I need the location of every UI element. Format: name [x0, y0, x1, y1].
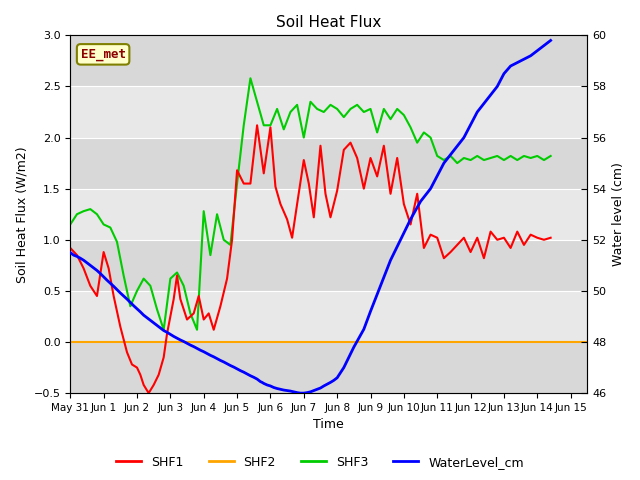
Y-axis label: Soil Heat Flux (W/m2): Soil Heat Flux (W/m2)	[15, 146, 28, 283]
Bar	[70, 86, 588, 138]
Bar	[70, 138, 588, 189]
Bar	[70, 36, 588, 86]
Text: EE_met: EE_met	[81, 48, 125, 61]
Title: Soil Heat Flux: Soil Heat Flux	[276, 15, 381, 30]
Bar	[70, 342, 588, 393]
X-axis label: Time: Time	[314, 419, 344, 432]
Bar	[70, 240, 588, 291]
Legend: SHF1, SHF2, SHF3, WaterLevel_cm: SHF1, SHF2, SHF3, WaterLevel_cm	[111, 451, 529, 474]
Bar	[70, 189, 588, 240]
Y-axis label: Water level (cm): Water level (cm)	[612, 162, 625, 266]
Bar	[70, 291, 588, 342]
